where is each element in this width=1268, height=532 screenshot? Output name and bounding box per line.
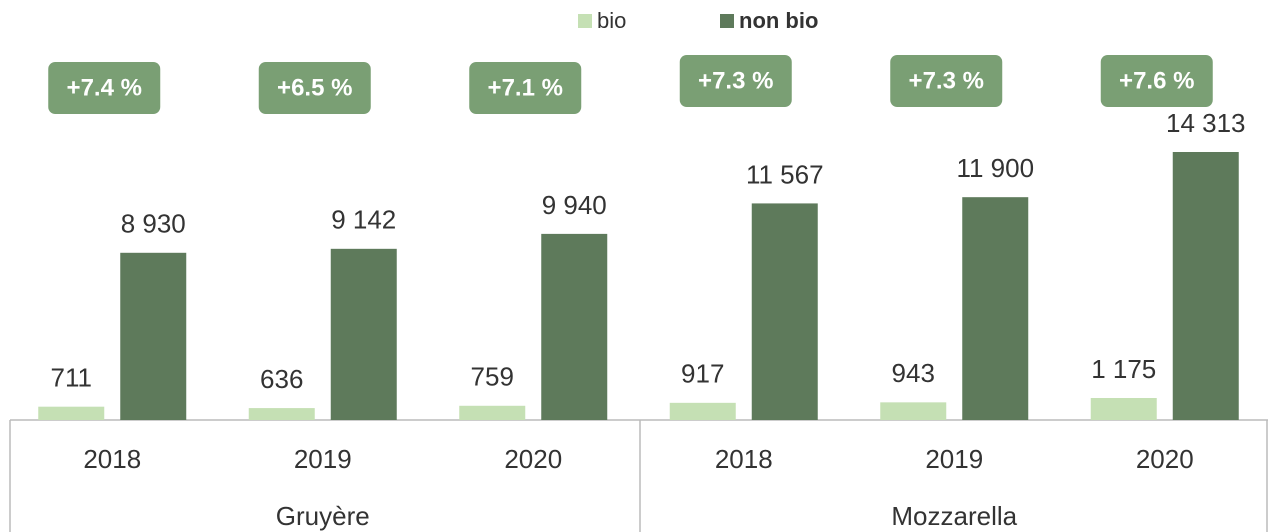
x-tick-label: 2018 xyxy=(715,444,773,474)
annotation-box xyxy=(679,55,792,107)
bar xyxy=(330,248,397,420)
x-tick-label: 2018 xyxy=(83,444,141,474)
legend-label: non bio xyxy=(739,8,818,33)
bar xyxy=(880,402,947,420)
bar xyxy=(459,405,526,420)
bar xyxy=(669,402,736,420)
value-label: 9 142 xyxy=(331,205,396,235)
value-label: 759 xyxy=(471,362,514,392)
annotation-box xyxy=(48,62,161,114)
value-label: 9 940 xyxy=(542,190,607,220)
value-label: 11 900 xyxy=(956,153,1034,183)
group-label: Mozzarella xyxy=(891,501,1017,531)
annotation: +7.6 % xyxy=(1119,67,1194,94)
annotation-box xyxy=(890,55,1003,107)
annotation: +7.1 % xyxy=(488,74,563,101)
x-tick-label: 2020 xyxy=(1136,444,1194,474)
legend-swatch xyxy=(578,14,592,28)
legend-swatch xyxy=(720,14,734,28)
value-label: 14 313 xyxy=(1166,108,1246,138)
bar xyxy=(1172,152,1239,420)
x-tick-label: 2019 xyxy=(294,444,352,474)
value-label: 8 930 xyxy=(121,209,186,239)
group-label: Gruyère xyxy=(276,501,370,531)
bar xyxy=(541,233,608,420)
bar xyxy=(962,197,1029,420)
value-label: 636 xyxy=(260,364,303,394)
annotation-box xyxy=(1100,55,1213,107)
bar xyxy=(248,408,315,420)
value-label: 11 567 xyxy=(746,159,824,189)
annotation: +7.3 % xyxy=(698,67,773,94)
annotation-box xyxy=(469,62,582,114)
bar xyxy=(751,203,818,420)
value-label: 711 xyxy=(51,363,92,393)
bar xyxy=(1090,397,1157,420)
x-tick-label: 2020 xyxy=(504,444,562,474)
x-tick-label: 2019 xyxy=(925,444,983,474)
annotation: +7.4 % xyxy=(67,74,142,101)
annotation: +6.5 % xyxy=(277,74,352,101)
annotation: +7.3 % xyxy=(909,67,984,94)
value-label: 943 xyxy=(892,358,935,388)
bar xyxy=(120,252,187,420)
value-label: 1 175 xyxy=(1091,354,1156,384)
legend-label: bio xyxy=(597,8,626,33)
bar xyxy=(38,406,105,420)
value-label: 917 xyxy=(681,359,724,389)
annotation-box xyxy=(258,62,371,114)
